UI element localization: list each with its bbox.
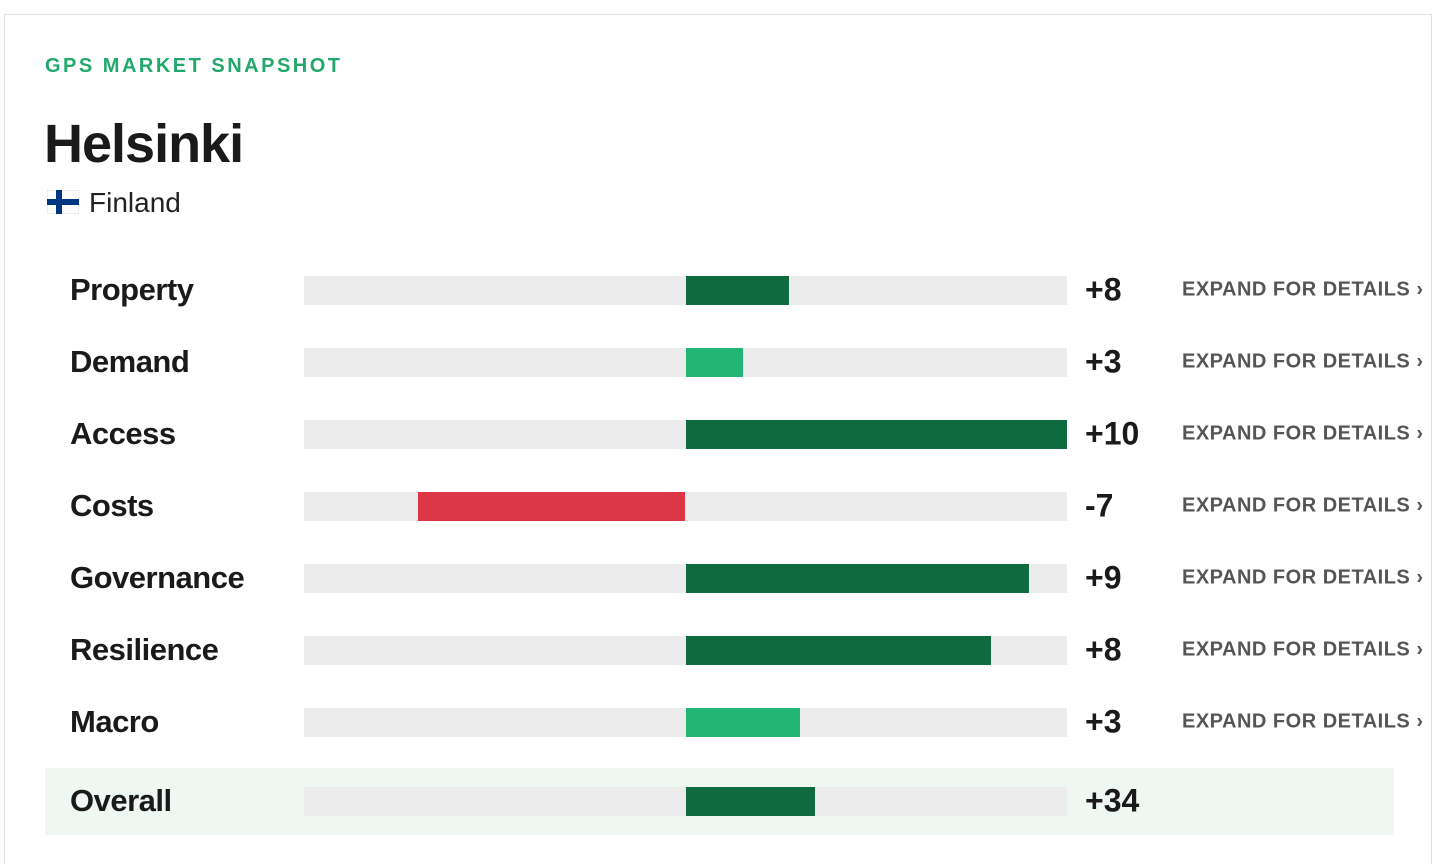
bar-track (304, 347, 1067, 377)
bar (418, 491, 686, 521)
score: +8 (1085, 271, 1122, 308)
expand-link[interactable]: EXPAND FOR DETAILS › (1182, 422, 1424, 445)
bar (685, 707, 800, 737)
bar-track (304, 635, 1067, 665)
row-label: Resilience (70, 632, 219, 667)
bar (685, 786, 816, 816)
row-label: Access (70, 416, 176, 451)
country: Finland (89, 187, 181, 218)
city-title: Helsinki (44, 114, 244, 174)
expand-link[interactable]: EXPAND FOR DETAILS › (1182, 278, 1424, 301)
score: -7 (1085, 487, 1114, 524)
row-label: Macro (70, 704, 159, 739)
score: +8 (1085, 631, 1122, 668)
score: +3 (1085, 703, 1122, 740)
bar (685, 563, 1029, 593)
expand-link[interactable]: EXPAND FOR DETAILS › (1182, 350, 1424, 373)
row-label: Demand (70, 344, 190, 379)
bar-track (304, 491, 1067, 521)
expand-link[interactable]: EXPAND FOR DETAILS › (1182, 638, 1424, 661)
expand-link[interactable]: EXPAND FOR DETAILS › (1182, 710, 1424, 733)
score: +3 (1085, 343, 1122, 380)
row-label: Property (70, 272, 194, 307)
score: +34 (1085, 782, 1140, 819)
bar-track (304, 275, 1067, 305)
score: +9 (1085, 559, 1122, 596)
snapshot-card: GPS MARKET SNAPSHOT Helsinki Finland Pro… (4, 14, 1432, 864)
flag (47, 190, 79, 214)
bar-track (304, 419, 1067, 449)
bar (685, 419, 1067, 449)
bar-track (304, 707, 1067, 737)
score: +10 (1085, 415, 1140, 452)
row-label: Costs (70, 488, 154, 523)
bar (685, 635, 991, 665)
row-label: Governance (70, 560, 245, 595)
kicker: GPS MARKET SNAPSHOT (45, 55, 343, 77)
bar-track (304, 563, 1067, 593)
bar-track (304, 786, 1067, 816)
bar (685, 275, 789, 305)
expand-link[interactable]: EXPAND FOR DETAILS › (1182, 494, 1424, 517)
bar (685, 347, 743, 377)
row-label: Overall (70, 783, 172, 818)
expand-link[interactable]: EXPAND FOR DETAILS › (1182, 566, 1424, 589)
